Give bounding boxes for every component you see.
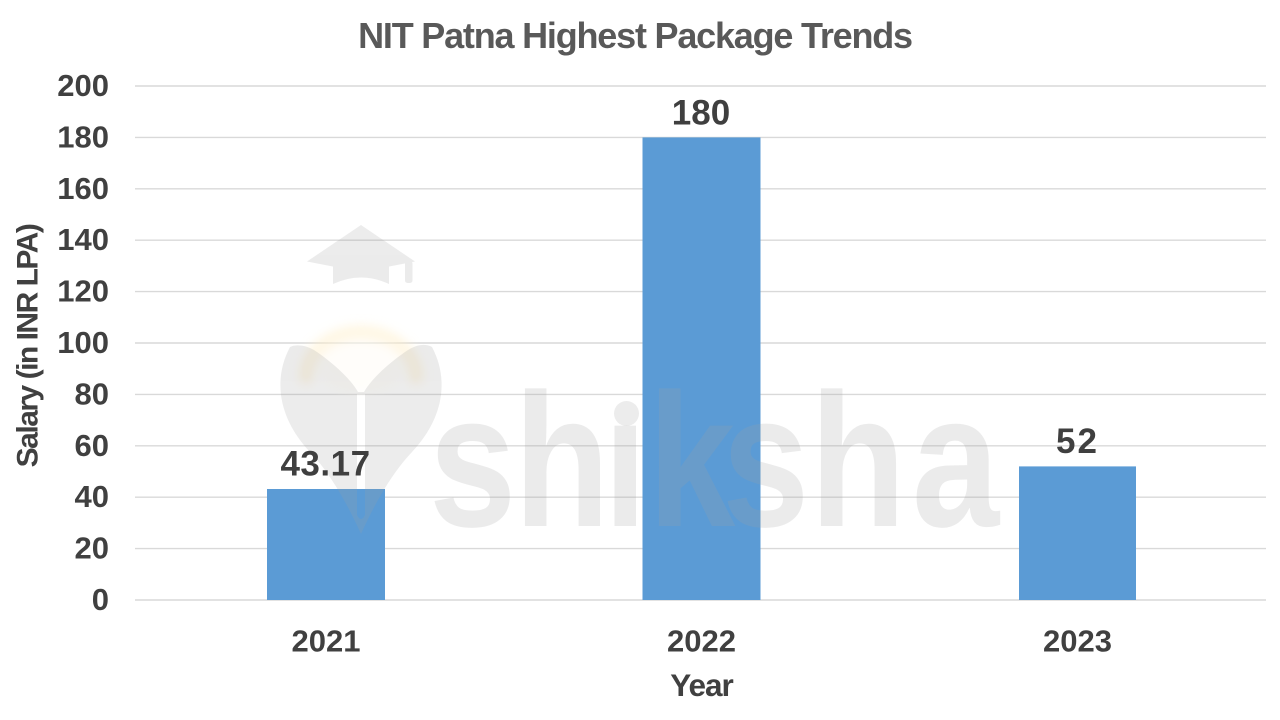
svg-text:180: 180	[672, 94, 730, 133]
svg-text:200: 200	[57, 68, 109, 103]
svg-text:0: 0	[92, 582, 109, 617]
svg-text:100: 100	[57, 325, 109, 360]
svg-text:80: 80	[75, 376, 109, 411]
svg-text:140: 140	[57, 222, 109, 257]
svg-text:Salary (in INR LPA): Salary (in INR LPA)	[12, 224, 45, 467]
svg-text:40: 40	[75, 479, 109, 514]
svg-text:160: 160	[57, 171, 109, 206]
svg-text:60: 60	[75, 428, 109, 463]
svg-text:52: 52	[1056, 422, 1099, 461]
svg-text:shıksha: shıksha	[429, 354, 1000, 567]
svg-text:2023: 2023	[1043, 624, 1112, 659]
svg-text:2021: 2021	[292, 624, 361, 659]
svg-text:Year: Year	[670, 667, 733, 703]
svg-text:NIT Patna Highest Package Tren: NIT Patna Highest Package Trends	[358, 15, 912, 56]
svg-text:43.17: 43.17	[280, 445, 370, 484]
svg-text:120: 120	[57, 274, 109, 309]
svg-text:2022: 2022	[667, 624, 736, 659]
svg-text:180: 180	[57, 119, 109, 154]
svg-text:20: 20	[75, 531, 109, 566]
